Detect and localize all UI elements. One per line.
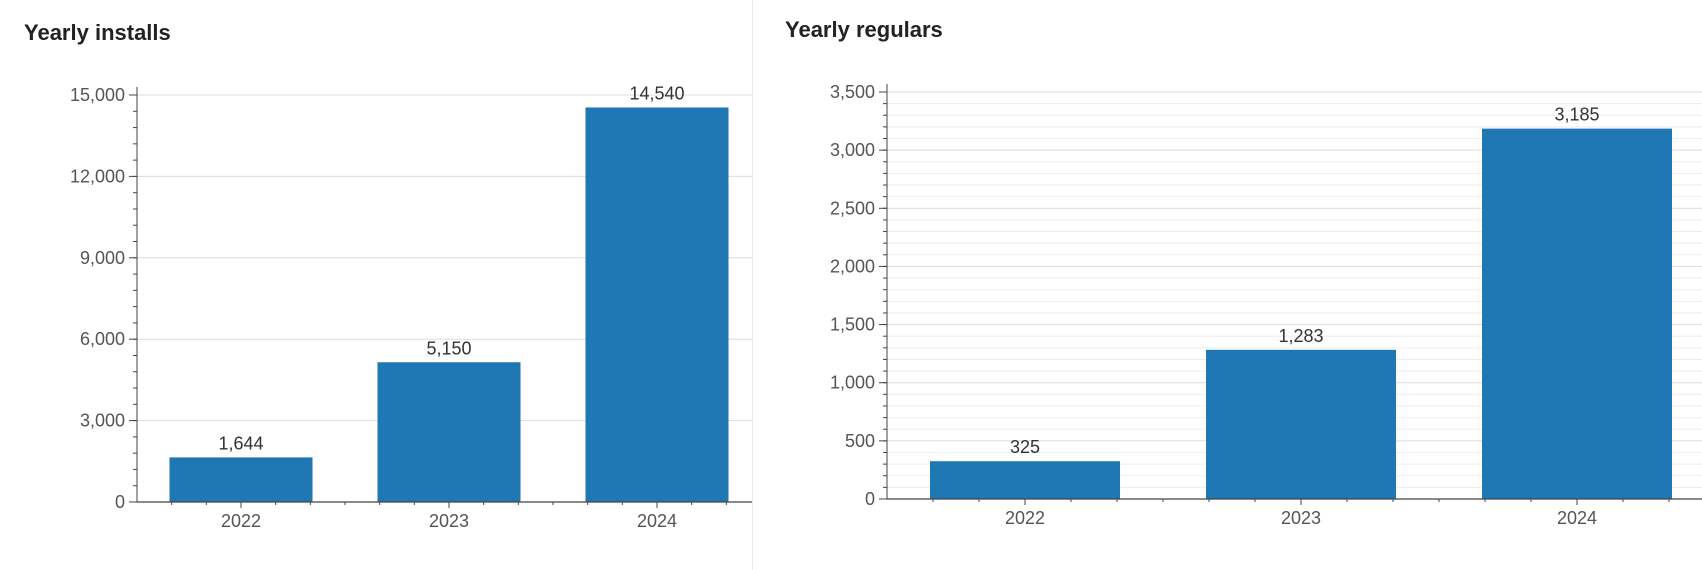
- y-tick-label: 0: [865, 489, 875, 509]
- y-tick-label: 9,000: [80, 248, 125, 268]
- bar-value-label: 325: [1010, 437, 1040, 457]
- bar-2024: [1482, 128, 1672, 499]
- panel-divider: [752, 0, 753, 570]
- x-tick-label: 2024: [637, 511, 677, 531]
- bar-2022: [930, 461, 1120, 499]
- bar-2024: [585, 107, 729, 503]
- y-tick-label: 3,000: [830, 140, 875, 160]
- x-tick-label: 2023: [1281, 508, 1321, 528]
- yearly-regulars-panel: Yearly regulars 0 500 1,000 1,500 2,000 2,500…: [753, 0, 1702, 570]
- y-tick-label: 1,500: [830, 315, 875, 335]
- x-tick-label: 2022: [1005, 508, 1045, 528]
- y-tick-label: 15,000: [70, 85, 125, 105]
- y-tick-label: 3,000: [80, 411, 125, 431]
- y-tick-label: 12,000: [70, 166, 125, 186]
- bar-value-label: 1,283: [1278, 326, 1323, 346]
- y-tick-label: 6,000: [80, 329, 125, 349]
- y-tick-label: 2,500: [830, 198, 875, 218]
- yearly-regulars-chart: 0 500 1,000 1,500 2,000 2,500 3,000 3,500 325 202…: [830, 82, 1702, 528]
- chart-title: Yearly installs: [24, 20, 171, 45]
- yearly-installs-chart: 0 3,000 6,000 9,000 12,000 15,000 1,644 2022 5,1…: [70, 83, 752, 531]
- bar-2023: [377, 362, 521, 502]
- y-tick-label: 2,000: [830, 256, 875, 276]
- bar-value-label: 1,644: [218, 433, 263, 453]
- y-tick-label: 500: [845, 431, 875, 451]
- chart-title: Yearly regulars: [785, 17, 943, 42]
- y-tick-label: 1,000: [830, 373, 875, 393]
- bar-value-label: 5,150: [426, 338, 471, 358]
- bar-value-label: 14,540: [629, 83, 684, 103]
- yearly-installs-panel: Yearly installs 0 3,000 6,000 9,000 12,000 15…: [0, 0, 752, 570]
- bar-value-label: 3,185: [1554, 105, 1599, 125]
- x-tick-label: 2023: [429, 511, 469, 531]
- y-tick-label: 0: [115, 492, 125, 512]
- bar-2022: [169, 457, 313, 502]
- x-tick-label: 2022: [221, 511, 261, 531]
- bar-2023: [1206, 349, 1396, 499]
- y-tick-label: 3,500: [830, 82, 875, 102]
- x-tick-label: 2024: [1557, 508, 1597, 528]
